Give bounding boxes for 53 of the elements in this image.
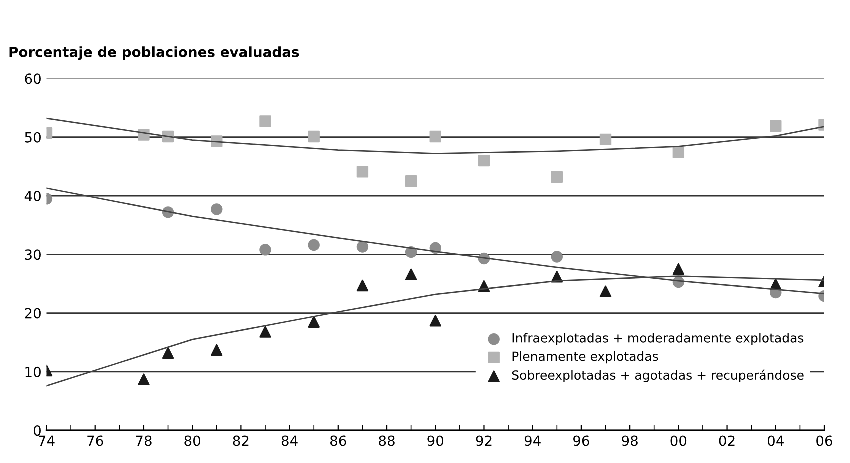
- legend-label: Infraexplotadas + moderadamente explotadas: [512, 333, 804, 346]
- point: [551, 251, 563, 263]
- x-tick-label: 80: [184, 436, 200, 446]
- point: [308, 239, 320, 252]
- chart-title: Porcentaje de poblaciones evaluadas: [10, 46, 300, 60]
- point: [600, 134, 612, 146]
- point: [260, 326, 272, 338]
- y-tick-label: 10: [26, 366, 41, 378]
- point: [260, 244, 272, 256]
- point: [405, 175, 418, 188]
- point: [308, 316, 320, 328]
- y-tick-label: 0: [34, 426, 41, 436]
- point: [356, 241, 369, 253]
- point: [405, 268, 418, 280]
- point: [211, 204, 223, 216]
- x-tick-label: 98: [622, 436, 638, 446]
- point: [260, 116, 272, 128]
- x-tick-label: 88: [379, 436, 395, 446]
- legend-label: Sobreexplotadas + agotadas + recuperándose: [512, 370, 804, 382]
- x-tick-label: 02: [719, 436, 735, 446]
- x-tick-label: 78: [136, 436, 152, 446]
- y-tick-label: 50: [25, 132, 41, 143]
- y-tick-label: 30: [25, 250, 41, 260]
- point: [162, 347, 174, 360]
- x-tick-label: 06: [816, 436, 832, 446]
- y-tick-label: 60: [25, 74, 41, 84]
- point: [430, 315, 442, 327]
- point: [211, 344, 223, 356]
- x-tick-label: 76: [88, 436, 104, 446]
- legend-label: Plenamente explotadas: [512, 351, 658, 364]
- point: [430, 130, 442, 143]
- point: [138, 374, 150, 386]
- x-tick-label: 82: [233, 436, 249, 446]
- x-tick-label: 84: [282, 436, 298, 446]
- x-tick-label: 94: [524, 436, 541, 446]
- x-tick-label: 90: [428, 436, 444, 446]
- x-tick-label: 74: [39, 436, 55, 446]
- x-tick-label: 86: [330, 436, 346, 446]
- point: [600, 286, 612, 298]
- point: [672, 263, 685, 276]
- point: [672, 146, 685, 158]
- point: [551, 171, 563, 184]
- y-tick-label: 40: [24, 190, 41, 202]
- x-tick-label: 04: [768, 436, 784, 446]
- point: [308, 130, 320, 143]
- point: [770, 120, 782, 132]
- point: [356, 280, 369, 292]
- y-tick-label: 20: [25, 308, 41, 319]
- x-tick-label: 92: [476, 436, 492, 446]
- x-tick-label: 00: [670, 436, 687, 446]
- x-tick-label: 96: [573, 436, 590, 446]
- point: [356, 166, 369, 178]
- point: [478, 154, 490, 167]
